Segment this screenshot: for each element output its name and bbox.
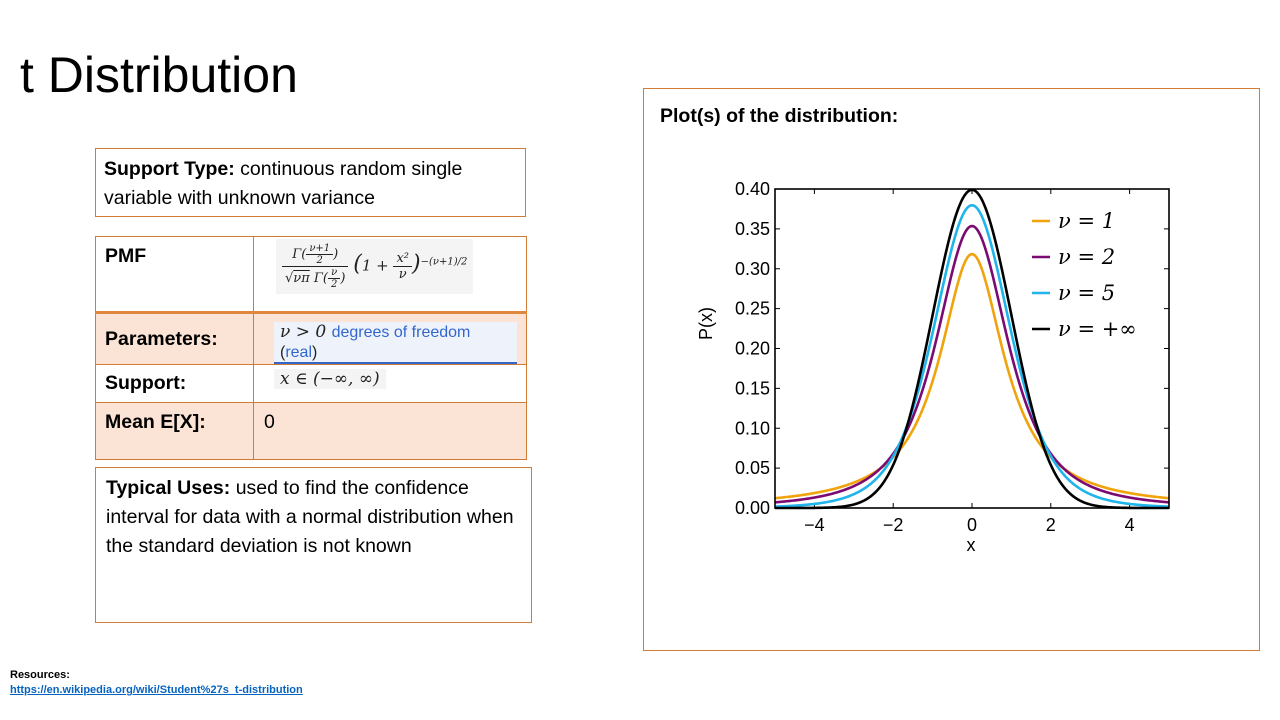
y-tick-label: 0.20 xyxy=(735,339,770,359)
support-formula: x ∈ (−∞, ∞) xyxy=(274,369,386,389)
legend-label-4: ν = +∞ xyxy=(1058,317,1137,341)
x-tick-label: 2 xyxy=(1046,515,1056,535)
parameters-cell: ν > 0 degrees of freedom (real) xyxy=(253,311,527,365)
y-tick-label: 0.40 xyxy=(735,179,770,199)
t-distribution-chart: 0.00 0.05 0.10 0.15 0.20 0.25 0.30 0.35 0.40 −4 −2… xyxy=(696,179,1170,555)
y-tick-label: 0.30 xyxy=(735,259,770,279)
y-tick-label: 0.35 xyxy=(735,219,770,239)
typical-uses-label: Typical Uses: xyxy=(106,477,231,499)
y-tick-label: 0.10 xyxy=(735,418,770,438)
y-tick-label: 0.05 xyxy=(735,458,770,478)
plot-frame xyxy=(774,188,1170,509)
legend-label-3: ν = 5 xyxy=(1058,281,1115,305)
parameters-row: Parameters: ν > 0 degrees of freedom (re… xyxy=(95,311,527,365)
x-tick-label: 0 xyxy=(967,515,977,535)
support-type-label: Support Type: xyxy=(104,158,235,180)
support-cell: x ∈ (−∞, ∞) xyxy=(253,364,527,403)
series-line-4 xyxy=(775,188,1169,510)
resources-label: Resources: xyxy=(10,669,70,681)
support-type-text: continuous random single variable with u… xyxy=(104,158,463,209)
y-tick-label: 0.00 xyxy=(735,498,770,518)
resources-link[interactable]: https://en.wikipedia.org/wiki/Student%27… xyxy=(10,684,303,696)
plot-heading: Plot(s) of the distribution: xyxy=(660,105,899,127)
x-axis-label: x xyxy=(967,535,976,555)
x-tick-label: 4 xyxy=(1125,515,1135,535)
x-tick-label: −4 xyxy=(804,515,825,535)
plot-box: Plot(s) of the distribution: 0.00 0.05 0.1… xyxy=(643,88,1260,651)
resources: Resources: https://en.wikipedia.org/wiki… xyxy=(10,668,303,698)
y-axis-label: P(x) xyxy=(696,307,716,340)
pmf-label: PMF xyxy=(95,236,254,313)
support-row: Support: x ∈ (−∞, ∞) xyxy=(95,364,527,403)
pmf-cell: Γ(ν+1 2) √νπ Γ(ν 2) (1 + x² ν)−(ν+1)/2 xyxy=(253,236,527,313)
series-line-2 xyxy=(774,224,1170,504)
parameters-formula: ν > 0 degrees of freedom (real) xyxy=(274,322,517,364)
typical-uses-box: Typical Uses: used to find the confidenc… xyxy=(95,467,532,623)
degrees-of-freedom-text: degrees of freedom xyxy=(331,324,471,341)
properties-table: PMF Γ(ν+1 2) √νπ Γ(ν 2) (1 + x² ν)−(ν+1)/2 P… xyxy=(95,236,527,460)
support-label: Support: xyxy=(95,364,254,403)
series-line-3 xyxy=(774,203,1170,508)
legend-label-2: ν = 2 xyxy=(1058,245,1115,269)
mean-label: Mean E[X]: xyxy=(95,402,254,460)
pmf-row: PMF Γ(ν+1 2) √νπ Γ(ν 2) (1 + x² ν)−(ν+1)/2 xyxy=(95,236,527,313)
parameters-label: Parameters: xyxy=(95,311,254,365)
series-line-1 xyxy=(774,252,1170,500)
mean-value: 0 xyxy=(253,402,527,460)
real-link[interactable]: real xyxy=(285,344,313,361)
legend-label-1: ν = 1 xyxy=(1058,209,1115,233)
page-title: t Distribution xyxy=(20,47,298,103)
x-tick-label: −2 xyxy=(883,515,904,535)
pmf-formula: Γ(ν+1 2) √νπ Γ(ν 2) (1 + x² ν)−(ν+1)/2 xyxy=(276,239,474,294)
support-type-box: Support Type: continuous random single v… xyxy=(95,148,526,217)
y-tick-label: 0.25 xyxy=(735,299,770,319)
typical-uses-text: used to find the confidence interval for… xyxy=(106,477,514,557)
y-tick-label: 0.15 xyxy=(735,378,770,398)
mean-row: Mean E[X]: 0 xyxy=(95,402,527,460)
